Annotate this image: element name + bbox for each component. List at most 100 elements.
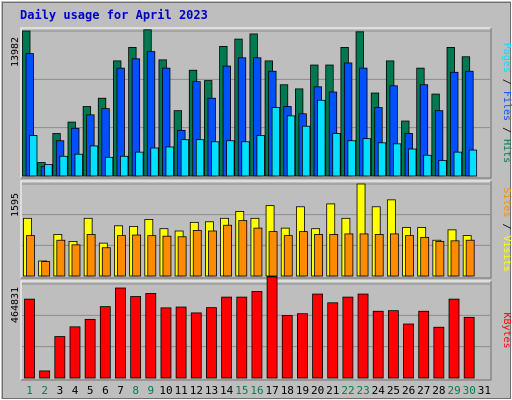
chart-title: Daily usage for April 2023 <box>20 8 208 22</box>
legend-pages: Pages <box>501 43 512 73</box>
bar-pages-day-17 <box>271 107 280 177</box>
day-label-18: 18 <box>281 384 294 397</box>
day-label-21: 21 <box>326 384 339 397</box>
bar-sites-day-9 <box>147 235 157 277</box>
legend-kbytes: KBytes <box>501 312 512 348</box>
bar-sites-day-19 <box>299 231 308 277</box>
legend-files: Files <box>501 91 512 121</box>
day-label-11: 11 <box>175 384 188 397</box>
bar-sites-day-22 <box>344 233 354 277</box>
day-label-16: 16 <box>250 384 263 397</box>
bar-kbytes-day-2 <box>39 370 51 379</box>
day-label-24: 24 <box>372 384 386 397</box>
bar-pages-day-10 <box>165 146 174 177</box>
bar-pages-day-12 <box>195 139 205 177</box>
bar-sites-day-13 <box>208 230 217 277</box>
bar-kbytes-day-4 <box>69 326 81 379</box>
ytick-hits-files-pages: 13982 <box>10 37 21 67</box>
ytick-kbytes: 464831 <box>10 287 21 323</box>
bar-pages-day-27 <box>423 154 432 177</box>
bar-kbytes-day-27 <box>418 310 430 379</box>
day-label-20: 20 <box>311 384 324 397</box>
bar-sites-day-8 <box>132 234 142 277</box>
legend-visits-sites: Sites / Visits <box>501 187 512 271</box>
bar-kbytes-day-10 <box>160 307 172 379</box>
bar-pages-day-3 <box>59 155 68 177</box>
panel-hits-files-pages-shadow <box>21 28 492 179</box>
bar-pages-day-23 <box>362 138 371 177</box>
bar-kbytes-day-19 <box>297 313 308 379</box>
bar-pages-day-15 <box>241 141 250 177</box>
bar-kbytes-day-1 <box>24 298 35 379</box>
day-label-7: 7 <box>117 384 124 397</box>
bar-kbytes-day-17 <box>266 276 278 379</box>
bar-kbytes-day-28 <box>433 326 445 379</box>
panel-visits-sites-highlight <box>20 180 491 278</box>
bar-sites-day-29 <box>450 240 460 277</box>
bar-pages-day-5 <box>89 145 99 177</box>
bar-sites-day-12 <box>192 230 202 277</box>
day-label-15: 15 <box>235 384 248 397</box>
bar-kbytes-day-29 <box>448 298 460 379</box>
bar-kbytes-day-8 <box>130 296 142 379</box>
bar-pages-day-25 <box>392 143 402 177</box>
bar-sites-day-14 <box>223 224 232 277</box>
day-label-1: 1 <box>26 384 33 397</box>
bar-sites-day-26 <box>405 235 414 277</box>
bar-kbytes-day-20 <box>312 293 323 379</box>
legend-separator: / <box>501 217 512 235</box>
day-label-4: 4 <box>72 384 79 397</box>
bar-pages-day-9 <box>150 147 159 177</box>
bar-sites-day-4 <box>71 244 81 277</box>
legend-visits: Visits <box>501 236 512 272</box>
bar-sites-day-11 <box>177 236 187 277</box>
bar-pages-day-7 <box>120 155 129 177</box>
bar-pages-day-16 <box>256 135 265 177</box>
day-label-2: 2 <box>41 384 48 397</box>
bar-sites-day-24 <box>374 234 384 277</box>
bar-sites-day-18 <box>283 235 293 277</box>
day-label-28: 28 <box>432 384 445 397</box>
legend-kbytes: KBytes <box>501 312 512 348</box>
bar-sites-day-2 <box>41 261 51 277</box>
bar-sites-day-1 <box>26 235 35 277</box>
bar-pages-day-29 <box>453 151 462 177</box>
bar-pages-day-26 <box>408 148 417 177</box>
bar-sites-day-5 <box>86 234 96 277</box>
legend-hits: Hits <box>501 139 512 163</box>
bar-kbytes-day-24 <box>372 310 384 379</box>
bar-kbytes-day-22 <box>342 296 354 379</box>
bar-sites-day-10 <box>162 235 172 277</box>
bar-sites-day-21 <box>329 234 339 277</box>
day-label-26: 26 <box>402 384 415 397</box>
bar-kbytes-day-3 <box>54 336 66 379</box>
day-label-19: 19 <box>296 384 309 397</box>
ytick-visits-sites: 1595 <box>10 193 21 217</box>
legend-separator: / <box>501 73 512 91</box>
day-label-25: 25 <box>387 384 400 397</box>
bar-kbytes-day-11 <box>175 306 187 379</box>
bar-sites-day-28 <box>435 240 445 277</box>
bar-kbytes-day-30 <box>463 316 475 379</box>
legend-sites: Sites <box>501 187 512 217</box>
bar-kbytes-day-12 <box>190 312 202 379</box>
bar-pages-day-30 <box>468 149 478 177</box>
bar-kbytes-day-16 <box>251 291 263 379</box>
day-label-9: 9 <box>148 384 155 397</box>
bar-pages-day-20 <box>317 99 326 177</box>
day-label-10: 10 <box>159 384 172 397</box>
bar-sites-day-23 <box>359 233 369 277</box>
bar-pages-day-11 <box>180 139 190 177</box>
bar-pages-day-1 <box>29 135 38 177</box>
panel-hits-files-pages-highlight <box>20 27 491 178</box>
bar-sites-day-20 <box>314 234 323 277</box>
day-label-27: 27 <box>417 384 430 397</box>
day-label-29: 29 <box>447 384 460 397</box>
panel-kbytes-highlight <box>20 280 491 380</box>
bar-sites-day-27 <box>420 236 430 277</box>
bar-sites-day-30 <box>465 239 475 277</box>
day-label-3: 3 <box>57 384 64 397</box>
day-label-6: 6 <box>102 384 109 397</box>
